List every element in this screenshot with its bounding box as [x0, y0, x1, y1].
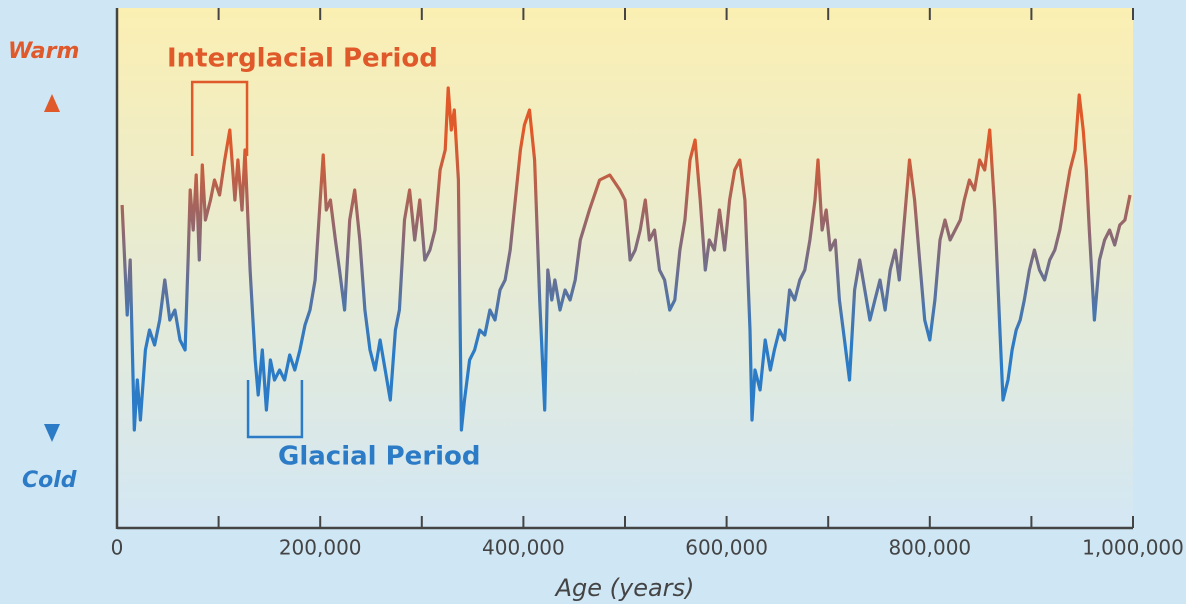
x-tick-label: 600,000 [685, 536, 768, 560]
x-tick-label: 0 [111, 536, 124, 560]
x-tick-label: 1,000,000 [1082, 536, 1184, 560]
cold-label: Cold [22, 468, 77, 493]
x-axis-label: Age (years) [554, 574, 695, 602]
arrow-head-down [44, 424, 60, 442]
arrow-head-up [44, 94, 60, 112]
annotation-label: Glacial Period [278, 442, 481, 472]
warm-label: Warm [8, 39, 79, 64]
x-tick-label: 800,000 [888, 536, 971, 560]
annotation-label: Interglacial Period [167, 44, 438, 74]
x-tick-label: 400,000 [482, 536, 565, 560]
annotation-bracket [190, 80, 249, 156]
annotation-bracket [246, 380, 304, 439]
plot-area [117, 8, 1133, 528]
x-tick-label: 200,000 [279, 536, 362, 560]
data-line [120, 86, 1132, 432]
